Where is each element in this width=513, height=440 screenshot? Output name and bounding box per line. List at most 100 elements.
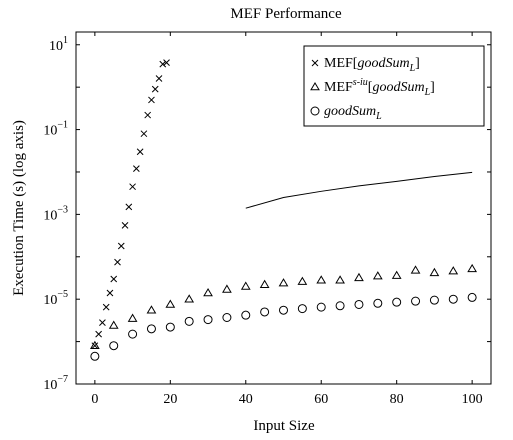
y-tick-label: 101 [49,35,68,54]
data-point-cross [102,303,110,311]
data-point-triangle [184,294,195,303]
data-point-cross [144,111,152,119]
series-triangle [89,263,478,350]
data-point-triangle [108,320,119,329]
legend: MEF[goodSumL]MEFs-iu[goodSumL]goodSumL [303,45,485,127]
data-point-circle [467,292,477,302]
legend-text-part: goodSum [324,104,376,119]
data-point-triangle [240,281,251,290]
y-tick-label: 10−3 [43,204,68,223]
data-point-triangle [467,263,478,273]
legend-subscript: L [424,87,431,98]
data-point-circle [279,305,288,315]
data-point-circle [392,297,402,307]
legend-text-part: MEF[ [324,56,358,71]
data-point-triangle [410,265,421,274]
chart-title: MEF Performance [230,6,342,22]
data-point-triangle [146,305,157,314]
series-cross [91,59,170,350]
data-point-triangle [391,270,402,279]
data-point-triangle [259,279,270,288]
data-point-cross [99,319,106,326]
data-point-cross [121,222,129,229]
data-point-triangle [372,271,383,280]
data-point-circle [316,302,326,312]
data-point-cross [159,60,167,68]
legend-entry-label: MEF[goodSumL] [324,56,420,74]
y-tick-base: 10 [43,124,57,139]
data-point-cross [114,258,121,266]
x-tick-label: 40 [239,392,253,407]
legend-marker-cross [311,59,319,67]
y-tick-exponent: −3 [57,204,68,215]
y-tick-exponent: 1 [63,35,68,46]
data-point-triangle [429,267,440,277]
data-point-triangle [165,299,176,308]
data-point-cross [163,59,170,66]
data-point-circle [429,295,439,305]
data-point-circle [411,296,421,306]
y-tick-base: 10 [49,39,63,54]
data-point-circle [165,322,175,332]
data-point-circle [222,313,232,323]
data-point-cross [117,242,125,250]
data-point-triangle [448,266,459,275]
y-tick-label: 10−1 [43,120,68,139]
legend-text-part: goodSum [372,80,424,95]
x-tick-label: 80 [390,392,404,407]
data-point-triangle [316,275,327,284]
x-tick-label: 0 [91,392,98,407]
data-point-triangle [89,340,100,350]
data-point-circle [335,301,345,311]
plot-area-frame [75,31,492,385]
x-axis-label: Input Size [253,418,315,434]
y-tick-label: 10−5 [43,289,68,308]
legend-marker-circle [310,106,320,116]
series-layer [89,59,478,361]
data-point-cross [148,96,155,104]
legend-subscript: L [409,63,416,74]
y-axis-label: Execution Time (s) (log axis) [11,120,27,296]
data-point-triangle [278,278,289,287]
y-tick-base: 10 [43,208,57,223]
data-point-cross [129,183,136,191]
data-point-circle [184,316,194,326]
data-point-cross [125,203,133,211]
x-tick-label: 100 [462,392,483,407]
data-point-cross [110,275,118,283]
data-point-circle [128,329,138,339]
data-point-triangle [354,272,364,282]
legend-text-part: [ [368,80,373,95]
data-point-triangle [127,313,138,322]
data-point-cross [91,342,99,350]
x-tick-label: 60 [314,392,328,407]
series-line [245,171,473,209]
data-point-circle [448,294,458,304]
data-point-cross [136,148,144,156]
series-circle [90,292,477,361]
legend-text-part: MEF [324,80,353,95]
series-line [245,171,473,209]
legend-superscript: s-iu [353,77,368,88]
legend-text-part: goodSum [357,56,409,71]
data-point-circle [297,304,307,314]
y-tick-base: 10 [43,293,57,308]
legend-text-part: ] [415,56,420,71]
data-point-circle [90,351,100,361]
data-point-cross [133,165,140,172]
y-tick-label: 10−7 [43,374,68,393]
legend-entry-label: goodSumL [324,104,382,122]
x-axis-ticks: 0 20 40 60 80 100 [91,32,483,407]
data-point-circle [373,298,383,308]
legend-subscript: L [375,111,382,122]
data-point-triangle [222,284,232,293]
data-point-cross [140,130,148,138]
data-point-triangle [297,276,308,285]
data-point-cross [95,330,102,338]
data-point-circle [109,341,119,351]
data-point-circle [241,310,251,320]
y-tick-base: 10 [43,378,57,393]
y-tick-exponent: −1 [57,120,68,131]
